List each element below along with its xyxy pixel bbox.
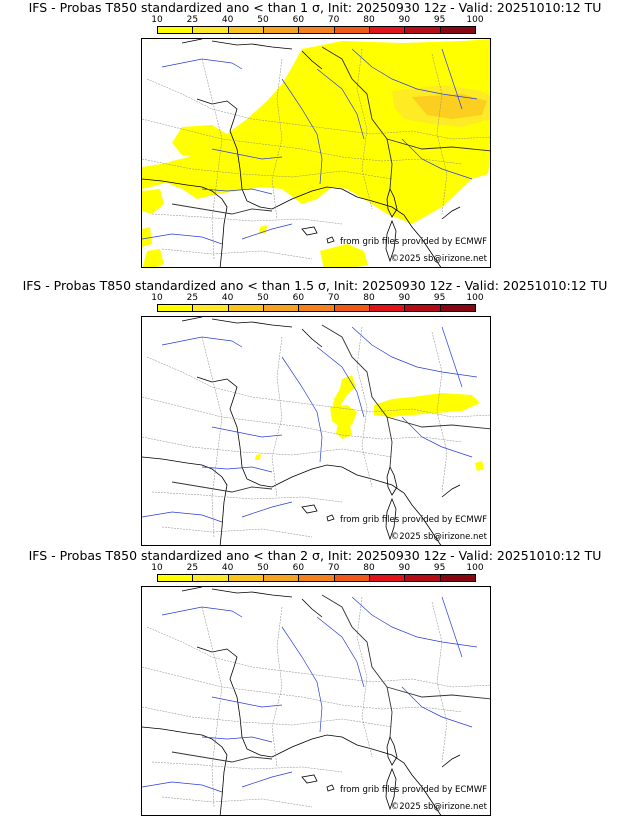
colorbar-tick-label: 70 xyxy=(327,15,340,25)
colorbar-swatch xyxy=(298,574,335,582)
colorbar-swatch xyxy=(263,304,300,312)
colorbar-tick-label: 40 xyxy=(221,293,234,303)
panel-title: IFS - Probas T850 standardized ano < tha… xyxy=(22,278,608,293)
colorbar-swatch xyxy=(157,26,194,34)
panel-2sigma: IFS - Probas T850 standardized ano < tha… xyxy=(0,548,630,818)
colorbar-swatch xyxy=(263,574,300,582)
colorbar-tick-label: 100 xyxy=(466,293,484,303)
colorbar-swatch xyxy=(333,574,370,582)
colorbar-swatch xyxy=(263,26,300,34)
colorbar-tick-label: 10 xyxy=(151,15,163,25)
coastline xyxy=(142,317,461,545)
colorbar-tick-label: 50 xyxy=(257,293,269,303)
copyright: ©2025 sb@irizone.net xyxy=(390,532,487,542)
probability-colorbar: 10 25 40 50 60 70 80 90 95 100 xyxy=(151,15,484,36)
admin-borders xyxy=(142,48,490,260)
probability-area xyxy=(142,39,490,267)
colorbar-tick-label: 60 xyxy=(292,15,305,25)
colorbar-tick-label: 95 xyxy=(433,15,446,25)
probability-map: from grib files provided by ECMWF ©2025 … xyxy=(141,586,491,816)
probability-area xyxy=(255,375,484,471)
colorbar-tick-label: 10 xyxy=(151,563,163,573)
source-credit: from grib files provided by ECMWF xyxy=(340,785,487,795)
colorbar-swatch xyxy=(404,26,441,34)
colorbar-swatch xyxy=(192,26,229,34)
probability-colorbar: 10 25 40 50 60 70 80 90 95 100 xyxy=(151,563,484,584)
colorbar-tick-label: 70 xyxy=(327,293,340,303)
colorbar-swatch xyxy=(369,304,406,312)
colorbar-tick-label: 100 xyxy=(466,563,484,573)
colorbar-tick-label: 10 xyxy=(151,293,163,303)
colorbar-tick-label: 95 xyxy=(433,563,446,573)
rivers xyxy=(142,48,478,245)
rivers xyxy=(142,326,478,523)
source-credit: from grib files provided by ECMWF xyxy=(340,237,487,247)
colorbar-tick-label: 25 xyxy=(186,15,199,25)
colorbar-tick-label: 40 xyxy=(221,563,234,573)
probability-area-40 xyxy=(412,94,487,119)
rivers xyxy=(142,596,478,793)
colorbar-swatch xyxy=(439,304,476,312)
panel-title: IFS - Probas T850 standardized ano < tha… xyxy=(28,548,602,563)
admin-borders xyxy=(142,596,490,808)
admin-borders xyxy=(142,326,490,538)
colorbar-tick-label: 95 xyxy=(433,293,446,303)
colorbar-tick-label: 25 xyxy=(186,563,199,573)
colorbar-swatch xyxy=(227,574,264,582)
colorbar-swatch xyxy=(404,304,441,312)
coastline xyxy=(142,39,461,267)
colorbar-swatch xyxy=(333,304,370,312)
copyright: ©2025 sb@irizone.net xyxy=(390,802,487,812)
colorbar-tick-label: 80 xyxy=(363,563,375,573)
coastline xyxy=(142,587,461,815)
colorbar-swatch xyxy=(227,26,264,34)
panel-1-5sigma: IFS - Probas T850 standardized ano < tha… xyxy=(0,278,630,548)
country-borders xyxy=(171,324,490,493)
colorbar-swatch xyxy=(404,574,441,582)
colorbar-tick-label: 25 xyxy=(186,293,199,303)
colorbar-tick-label: 100 xyxy=(466,15,484,25)
colorbar-tick-label: 80 xyxy=(363,293,375,303)
colorbar-tick-label: 60 xyxy=(292,563,305,573)
panel-1sigma: IFS - Probas T850 standardized ano < tha… xyxy=(0,0,630,270)
colorbar-swatch xyxy=(298,26,335,34)
country-borders xyxy=(171,594,490,763)
copyright: ©2025 sb@irizone.net xyxy=(390,254,487,264)
probability-map: from grib files provided by ECMWF ©2025 … xyxy=(141,316,491,546)
colorbar-swatch xyxy=(157,304,194,312)
colorbar-swatch xyxy=(439,26,476,34)
colorbar-tick-label: 90 xyxy=(398,563,411,573)
colorbar-tick-label: 60 xyxy=(292,293,305,303)
source-credit: from grib files provided by ECMWF xyxy=(340,515,487,525)
colorbar-swatch xyxy=(157,574,194,582)
colorbar-tick-label: 80 xyxy=(363,15,375,25)
colorbar-swatch xyxy=(333,26,370,34)
country-borders xyxy=(171,46,490,215)
colorbar-tick-label: 40 xyxy=(221,15,234,25)
colorbar-tick-label: 90 xyxy=(398,293,411,303)
probability-colorbar: 10 25 40 50 60 70 80 90 95 100 xyxy=(151,293,484,314)
colorbar-swatch xyxy=(227,304,264,312)
colorbar-swatch xyxy=(298,304,335,312)
probability-map: from grib files provided by ECMWF ©2025 … xyxy=(141,38,491,268)
panel-title: IFS - Probas T850 standardized ano < tha… xyxy=(28,0,602,15)
colorbar-swatch xyxy=(192,304,229,312)
colorbar-swatch xyxy=(369,574,406,582)
colorbar-swatch xyxy=(439,574,476,582)
colorbar-tick-label: 50 xyxy=(257,15,269,25)
colorbar-tick-label: 90 xyxy=(398,15,411,25)
colorbar-swatch xyxy=(192,574,229,582)
colorbar-tick-label: 70 xyxy=(327,563,340,573)
colorbar-swatch xyxy=(369,26,406,34)
colorbar-tick-label: 50 xyxy=(257,563,269,573)
